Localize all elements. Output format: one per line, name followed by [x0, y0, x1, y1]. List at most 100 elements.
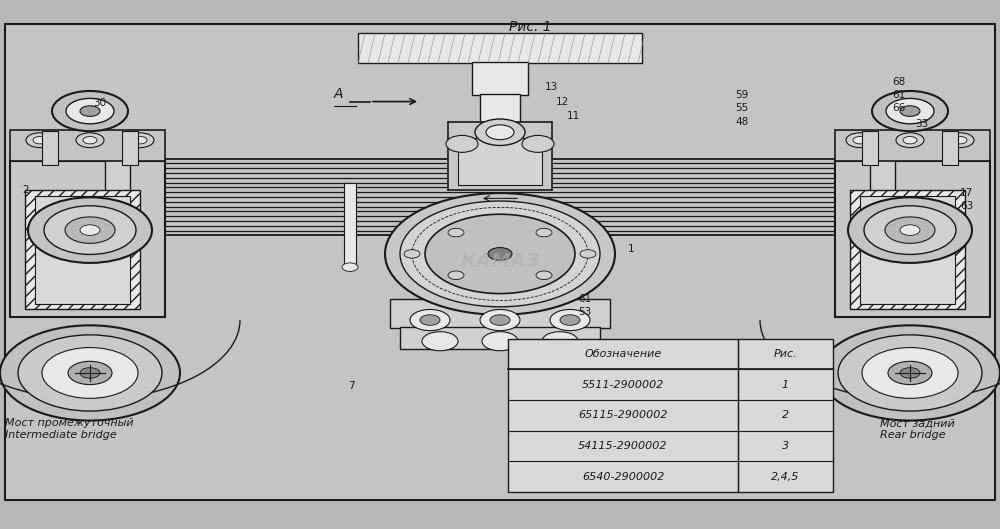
Text: 3: 3	[782, 441, 789, 451]
Circle shape	[536, 229, 552, 237]
Text: 55: 55	[735, 104, 748, 113]
Circle shape	[522, 135, 554, 152]
FancyBboxPatch shape	[860, 196, 955, 304]
FancyBboxPatch shape	[835, 130, 990, 161]
Text: Обозначение: Обозначение	[584, 349, 662, 359]
Circle shape	[488, 248, 512, 260]
Circle shape	[480, 309, 520, 331]
FancyBboxPatch shape	[344, 183, 356, 267]
Circle shape	[76, 133, 104, 148]
Circle shape	[896, 133, 924, 148]
FancyBboxPatch shape	[942, 131, 958, 165]
Text: 2,4,5: 2,4,5	[771, 472, 800, 481]
Text: 17: 17	[960, 188, 973, 198]
Circle shape	[903, 136, 917, 144]
FancyBboxPatch shape	[390, 299, 610, 328]
Circle shape	[864, 206, 956, 254]
Circle shape	[550, 309, 590, 331]
Circle shape	[536, 271, 552, 279]
Circle shape	[490, 315, 510, 325]
Circle shape	[80, 225, 100, 235]
FancyBboxPatch shape	[25, 190, 140, 309]
Text: 13: 13	[545, 83, 558, 92]
FancyBboxPatch shape	[458, 138, 542, 185]
FancyBboxPatch shape	[448, 122, 552, 190]
Text: Мост промежуточный: Мост промежуточный	[5, 418, 134, 428]
Circle shape	[560, 315, 580, 325]
Circle shape	[44, 206, 136, 254]
Circle shape	[838, 335, 982, 411]
Text: 1: 1	[628, 244, 635, 253]
Circle shape	[580, 250, 596, 258]
Circle shape	[410, 309, 450, 331]
Circle shape	[80, 106, 100, 116]
Circle shape	[446, 135, 478, 152]
Text: 61: 61	[892, 90, 905, 100]
Text: 11: 11	[567, 112, 580, 121]
Circle shape	[886, 98, 934, 124]
Text: 63: 63	[960, 202, 973, 211]
Text: 59: 59	[735, 90, 748, 100]
Circle shape	[28, 197, 152, 263]
FancyBboxPatch shape	[472, 62, 528, 95]
Circle shape	[342, 263, 358, 271]
FancyBboxPatch shape	[508, 339, 833, 492]
Text: 30: 30	[93, 98, 106, 108]
Circle shape	[900, 225, 920, 235]
Circle shape	[65, 217, 115, 243]
FancyBboxPatch shape	[10, 130, 165, 161]
Text: 48: 48	[735, 117, 748, 126]
FancyBboxPatch shape	[835, 161, 990, 317]
Circle shape	[385, 193, 615, 315]
Circle shape	[80, 368, 100, 378]
Circle shape	[475, 119, 525, 145]
Text: 7: 7	[348, 381, 355, 391]
Text: 61: 61	[578, 294, 591, 304]
Text: 53: 53	[578, 307, 591, 317]
FancyBboxPatch shape	[358, 33, 642, 63]
Circle shape	[848, 197, 972, 263]
Circle shape	[26, 133, 54, 148]
Circle shape	[68, 361, 112, 385]
Circle shape	[448, 229, 464, 237]
Circle shape	[18, 335, 162, 411]
FancyBboxPatch shape	[5, 24, 995, 500]
FancyBboxPatch shape	[10, 161, 165, 317]
Circle shape	[862, 348, 958, 398]
Text: Мост задний: Мост задний	[880, 418, 955, 428]
Circle shape	[0, 325, 180, 421]
FancyBboxPatch shape	[870, 159, 895, 235]
Circle shape	[888, 361, 932, 385]
Text: Рис. 1: Рис. 1	[509, 20, 551, 34]
Circle shape	[953, 136, 967, 144]
Circle shape	[33, 136, 47, 144]
Text: 65115-2900002: 65115-2900002	[578, 411, 668, 420]
Text: 1: 1	[782, 380, 789, 389]
Circle shape	[133, 136, 147, 144]
Text: 2: 2	[22, 186, 29, 195]
Text: 54115-2900002: 54115-2900002	[578, 441, 668, 451]
Text: 5511-2900002: 5511-2900002	[582, 380, 664, 389]
Text: 33: 33	[915, 120, 928, 129]
Circle shape	[448, 271, 464, 279]
Circle shape	[486, 125, 514, 140]
FancyBboxPatch shape	[862, 131, 878, 165]
Circle shape	[52, 91, 128, 131]
FancyBboxPatch shape	[480, 94, 520, 122]
Circle shape	[126, 133, 154, 148]
Circle shape	[820, 325, 1000, 421]
FancyBboxPatch shape	[105, 159, 130, 235]
Circle shape	[542, 332, 578, 351]
Circle shape	[872, 91, 948, 131]
Circle shape	[404, 250, 420, 258]
Text: Rear bridge: Rear bridge	[880, 430, 946, 440]
Circle shape	[846, 133, 874, 148]
Text: КАМАЗ: КАМАЗ	[460, 252, 540, 271]
Circle shape	[42, 348, 138, 398]
Circle shape	[482, 332, 518, 351]
Circle shape	[66, 98, 114, 124]
Text: Рис.: Рис.	[774, 349, 797, 359]
FancyBboxPatch shape	[850, 190, 965, 309]
Circle shape	[900, 106, 920, 116]
Text: 66: 66	[892, 104, 905, 113]
